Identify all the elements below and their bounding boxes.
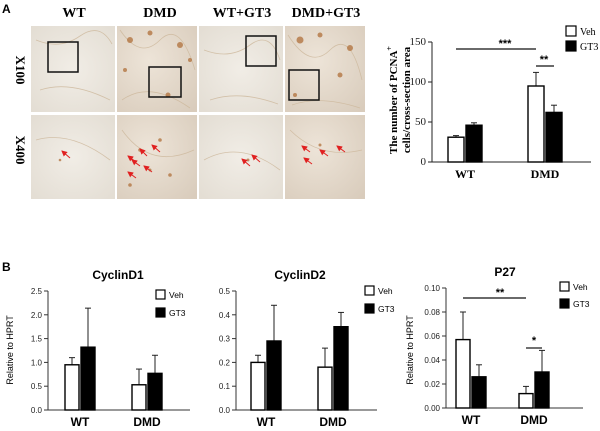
y-tick-label: 0.0 xyxy=(219,406,231,415)
bar-gt3 xyxy=(147,372,163,411)
column-header-dmd-gt3: DMD+GT3 xyxy=(292,6,361,21)
y-tick-label: 2.5 xyxy=(31,287,43,296)
bar-veh xyxy=(250,361,266,411)
column-header-wt: WT xyxy=(62,6,86,21)
y-tick-label: 1.5 xyxy=(31,335,43,344)
bar-veh xyxy=(317,366,333,411)
cyclind2-bar-chart: 0.0 0.1 0.2 0.3 0.4 0.5 WT DMD Veh GT3 CyclinD2 xyxy=(219,268,395,429)
y-tick-label: 150 xyxy=(410,36,427,48)
bar-veh xyxy=(447,136,465,163)
bar-gt3 xyxy=(465,124,483,163)
chart-title: CyclinD1 xyxy=(92,268,144,282)
y-tick-label: 0.06 xyxy=(424,332,440,341)
y-tick-label: 0.4 xyxy=(219,311,231,320)
chart-title: CyclinD2 xyxy=(274,268,326,282)
legend-label-gt3: GT3 xyxy=(573,299,590,309)
legend-swatch-gt3 xyxy=(559,298,570,309)
bar-gt3 xyxy=(534,371,550,409)
x-category-label: WT xyxy=(257,415,276,429)
legend-label-veh: Veh xyxy=(580,27,596,38)
legend-swatch-veh xyxy=(565,25,577,37)
legend-label-gt3: GT3 xyxy=(169,308,186,318)
y-tick-label: 2.0 xyxy=(31,311,43,320)
chart-title: P27 xyxy=(494,265,516,279)
bar-veh xyxy=(131,384,147,411)
column-header-dmd: DMD xyxy=(143,6,176,21)
y-axis-label-line1: The number of PCNA xyxy=(388,51,400,154)
y-axis-label-superscript: + xyxy=(385,46,394,51)
legend-label-veh: Veh xyxy=(378,286,393,296)
y-tick-label: 0.1 xyxy=(219,382,231,391)
significance-marker: ** xyxy=(496,287,505,299)
y-tick-label: 0 xyxy=(421,156,427,168)
legend-swatch-veh xyxy=(155,289,166,300)
x-category-label: DMD xyxy=(319,415,347,429)
bar-veh xyxy=(64,364,80,411)
micrograph-wt-gt3-x400 xyxy=(199,115,283,199)
legend-swatch-veh xyxy=(364,285,375,296)
legend-swatch-gt3 xyxy=(565,40,577,52)
bar-gt3 xyxy=(80,346,96,411)
y-tick-label: 1.0 xyxy=(31,358,43,367)
roi-box-dmd-gt3 xyxy=(288,69,320,101)
y-tick-label: 0.00 xyxy=(424,404,440,413)
pcna-bar-chart: The number of PCNA+ cells/cross-section … xyxy=(385,25,598,181)
bar-veh xyxy=(527,85,545,163)
micrograph-wt-x100 xyxy=(31,26,115,112)
y-axis-label: Relative to HPRT xyxy=(405,315,415,385)
y-tick-label: 100 xyxy=(410,76,427,88)
legend-swatch-gt3 xyxy=(364,303,375,314)
y-axis-label-line2: cells/cross-section area xyxy=(401,46,413,153)
x-category-label: WT xyxy=(455,167,475,181)
micrograph-grid xyxy=(31,26,365,199)
legend-swatch-gt3 xyxy=(155,307,166,318)
y-tick-label: 0.2 xyxy=(219,358,231,367)
legend-label-gt3: GT3 xyxy=(580,42,598,53)
bar-veh xyxy=(518,392,534,409)
bar-gt3 xyxy=(471,376,487,409)
legend-label-gt3: GT3 xyxy=(378,304,395,314)
roi-box-wt-gt3 xyxy=(245,35,277,67)
y-axis-label: Relative to HPRT xyxy=(5,315,15,385)
y-tick-label: 0.3 xyxy=(219,335,231,344)
panel-a-label: A xyxy=(2,2,11,16)
p27-bar-chart: 0.00 0.02 0.04 0.06 0.08 0.10 WT DMD Veh GT3 P27 Re… xyxy=(405,265,590,427)
pcna-arrows xyxy=(61,144,346,179)
y-tick-label: 0.02 xyxy=(424,380,440,389)
micrograph-wt-x400 xyxy=(31,115,115,199)
bar-gt3 xyxy=(266,340,282,411)
y-axis-label-pcna: The number of PCNA+ xyxy=(385,46,400,154)
x-category-label: DMD xyxy=(531,167,560,181)
y-tick-label: 0.04 xyxy=(424,356,440,365)
bar-veh xyxy=(455,338,471,409)
significance-marker: * xyxy=(532,335,537,347)
y-tick-label: 0.5 xyxy=(219,287,231,296)
x-category-label: WT xyxy=(462,413,481,427)
legend-label-veh: Veh xyxy=(169,290,184,300)
row-label-x400: X400 xyxy=(13,136,28,165)
y-tick-label: 0.08 xyxy=(424,308,440,317)
x-category-label: DMD xyxy=(520,413,548,427)
micrograph-dmd-gt3-x400 xyxy=(285,115,365,199)
y-tick-label: 0.5 xyxy=(31,382,43,391)
row-label-x100: X100 xyxy=(13,56,28,85)
micrograph-wt-gt3-x100 xyxy=(199,26,283,112)
legend-swatch-veh xyxy=(559,281,570,292)
roi-box-wt xyxy=(47,41,79,73)
y-tick-label: 0.10 xyxy=(424,284,440,293)
significance-marker: ** xyxy=(540,54,549,66)
y-tick-label: 50 xyxy=(415,116,427,128)
column-header-wt-gt3: WT+GT3 xyxy=(213,6,272,21)
cyclind1-bar-chart: 0.0 0.5 1.0 1.5 2.0 2.5 WT DMD Veh GT3 CyclinD1 Rel… xyxy=(5,268,190,429)
panel-b-label: B xyxy=(2,260,11,274)
roi-box-dmd xyxy=(148,66,182,98)
bar-gt3 xyxy=(545,111,563,163)
bar-gt3 xyxy=(333,326,349,411)
x-category-label: WT xyxy=(71,415,90,429)
legend-label-veh: Veh xyxy=(573,282,588,292)
y-tick-label: 0.0 xyxy=(31,406,43,415)
significance-marker: *** xyxy=(499,38,513,50)
x-category-label: DMD xyxy=(133,415,161,429)
